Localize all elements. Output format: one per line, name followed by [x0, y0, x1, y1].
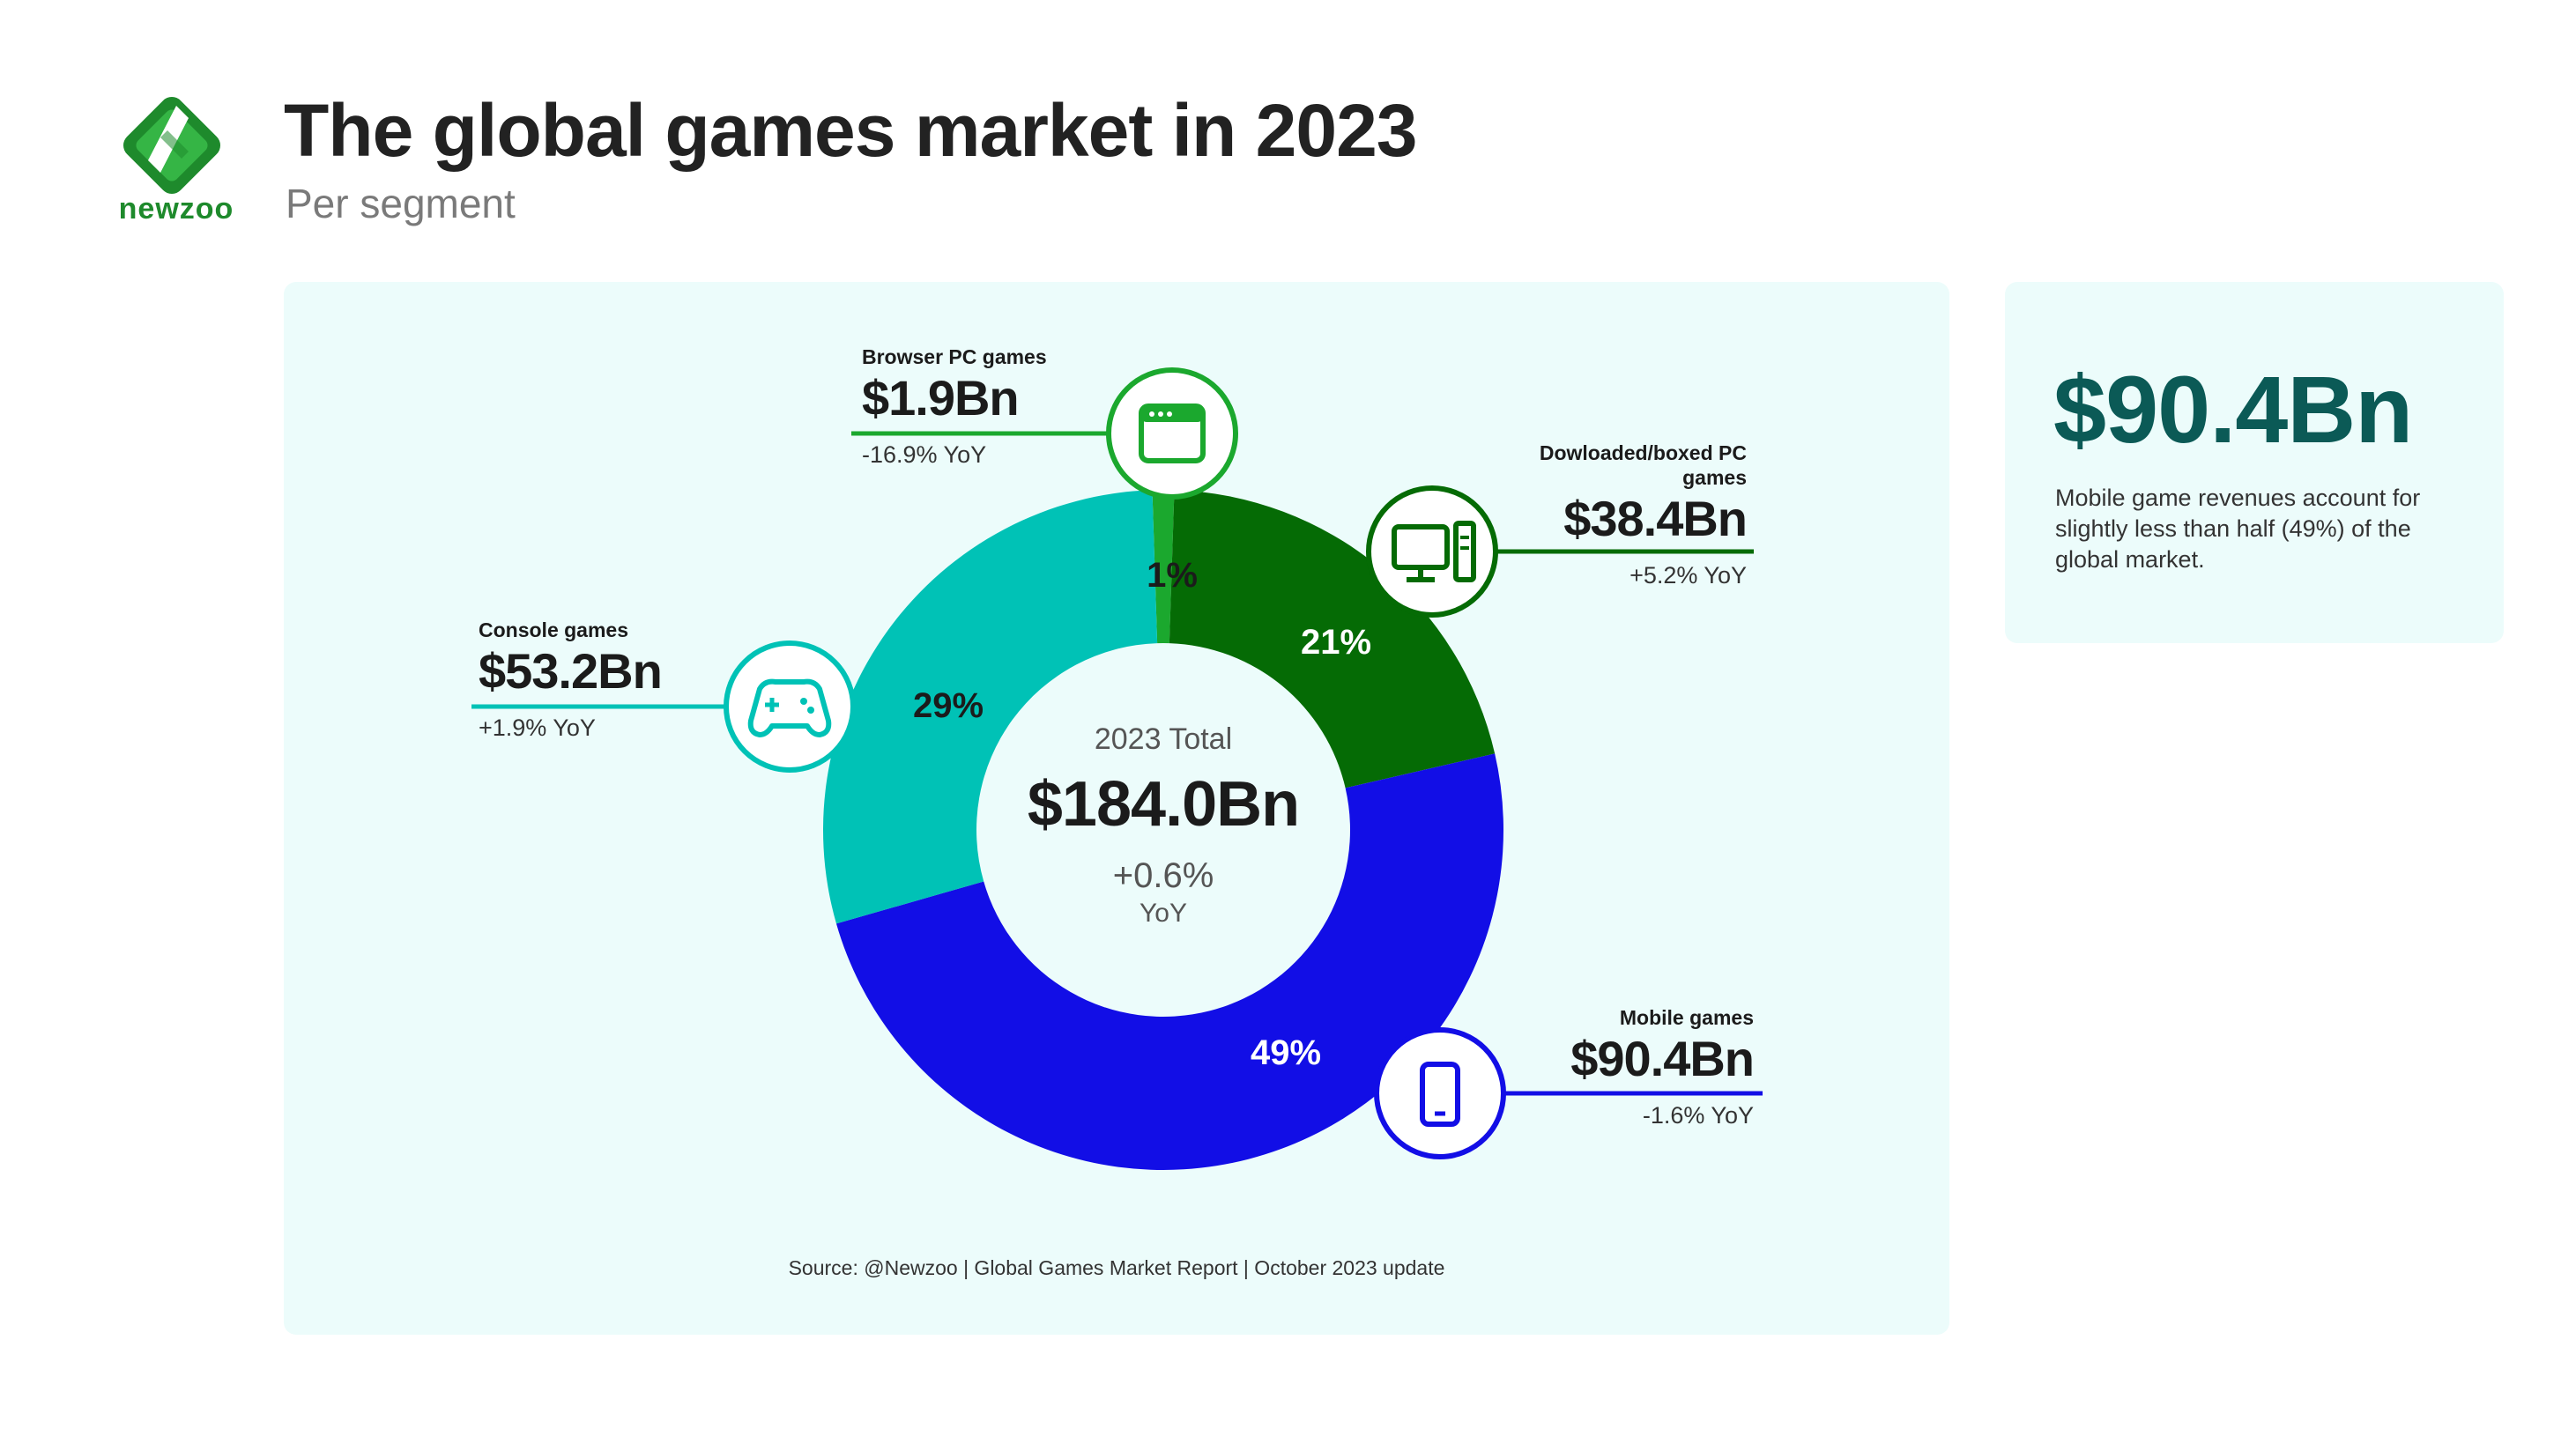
center-label: 2023 Total [1094, 722, 1233, 756]
center-yoy-unit: YoY [1140, 899, 1187, 928]
segment-yoy: +1.9% YoY [479, 714, 596, 741]
center-yoy: +0.6% [1112, 856, 1214, 895]
source-note: Source: @Newzoo | Global Games Market Re… [788, 1256, 1445, 1279]
segment-yoy: -16.9% YoY [862, 441, 987, 468]
browser-window-icon [1106, 367, 1238, 500]
page-subtitle: Per segment [286, 181, 516, 226]
segment-value: $38.4Bn [1563, 491, 1748, 546]
share-label-downloaded: 21% [1301, 623, 1371, 662]
donut-slice-mobile [835, 753, 1503, 1170]
segment-yoy: -1.6% YoY [1642, 1102, 1754, 1129]
donut-slice-console [823, 490, 1158, 924]
share-label-mobile: 49% [1251, 1033, 1321, 1072]
gamepad-icon [724, 640, 856, 773]
share-label-console: 29% [913, 686, 984, 725]
highlight-text: Mobile game revenues account for slightl… [2055, 485, 2421, 573]
segment-mobile: Mobile games $90.4Bn -1.6% YoY [1498, 1006, 1755, 1129]
segment-browser: Browser PC games $1.9Bn -16.9% YoY [862, 345, 1047, 469]
segment-value: $90.4Bn [1570, 1031, 1755, 1086]
segment-name: Dowloaded/boxed PC games [1539, 441, 1747, 489]
newzoo-logo: newzoo [106, 88, 238, 229]
share-label-browser: 1% [1147, 556, 1198, 595]
segment-name: Browser PC games [862, 345, 1047, 368]
logo-wordmark: newzoo [118, 192, 234, 226]
segment-name: Mobile games [1619, 1006, 1754, 1029]
donut-slice-downloaded [1169, 490, 1496, 789]
segment-console: Console games $53.2Bn +1.9% YoY [479, 618, 663, 742]
segment-name: Console games [479, 618, 628, 641]
mobile-phone-icon [1374, 1027, 1506, 1159]
donut-slice-browser [1152, 489, 1175, 644]
newzoo-logo-icon [122, 96, 221, 195]
segment-value: $53.2Bn [479, 643, 663, 699]
highlight-value: $90.4Bn [2053, 356, 2413, 463]
segment-downloaded: Dowloaded/boxed PC games $38.4Bn +5.2% Y… [1481, 441, 1748, 589]
segment-value: $1.9Bn [862, 370, 1020, 426]
page-title: The global games market in 2023 [284, 89, 1418, 172]
highlight-card: $90.4Bn Mobile game revenues account for… [2005, 282, 2504, 643]
desktop-pc-icon [1366, 485, 1498, 618]
center-total: $184.0Bn [1027, 769, 1300, 840]
segment-yoy: +5.2% YoY [1629, 562, 1747, 589]
